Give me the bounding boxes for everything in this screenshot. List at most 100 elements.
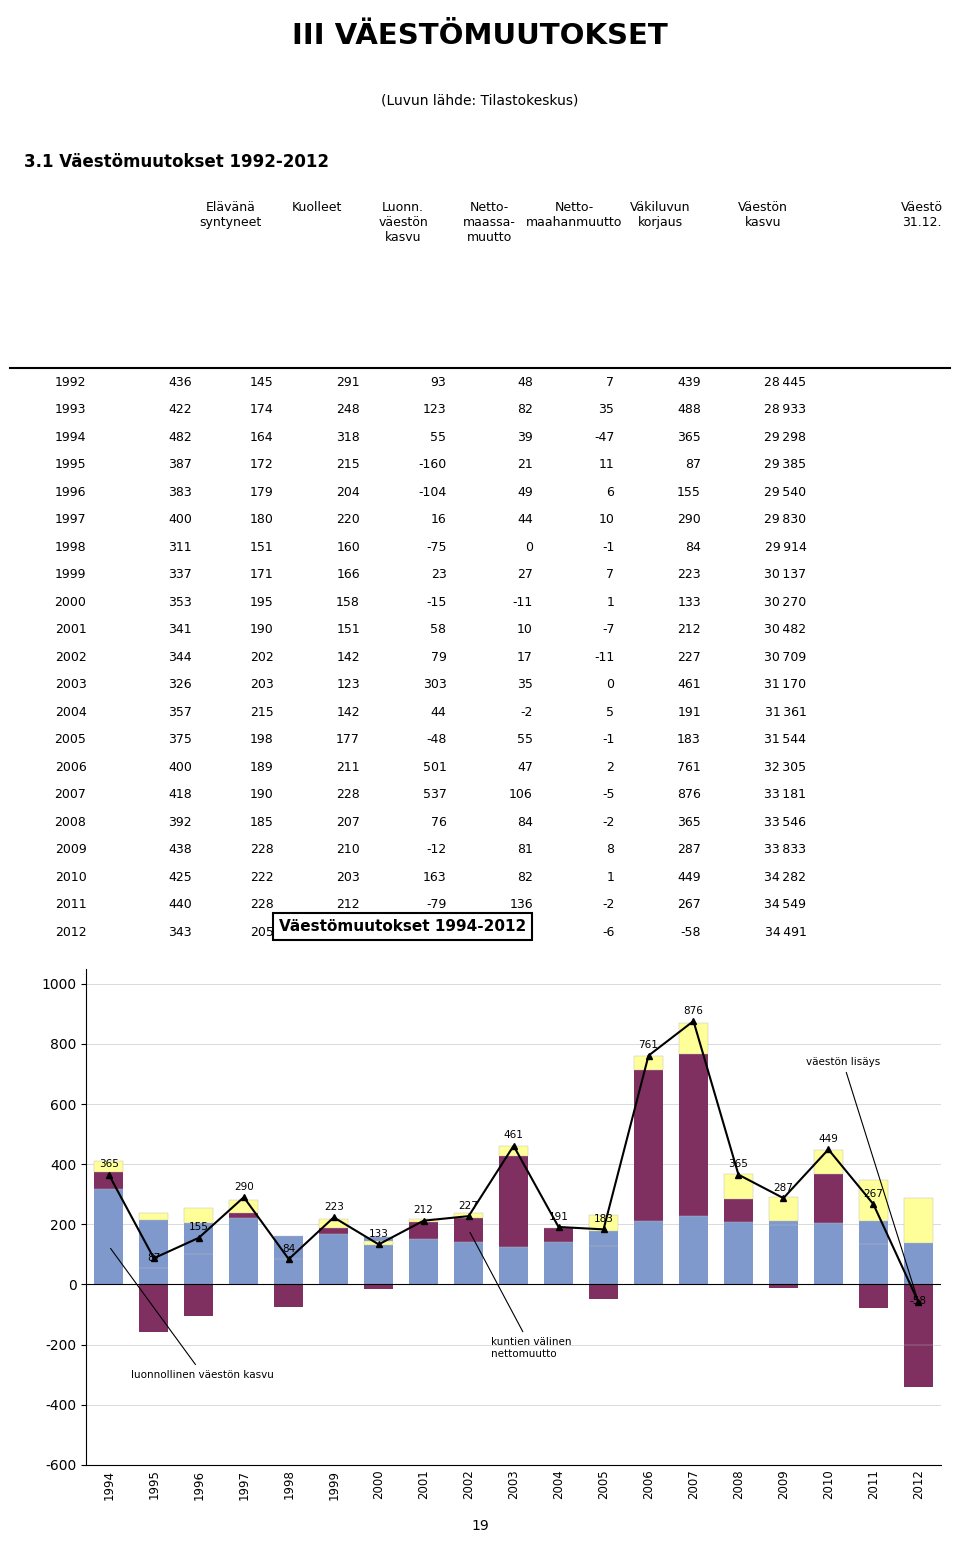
Text: 2: 2	[607, 761, 614, 773]
Text: 418: 418	[168, 787, 192, 801]
Text: 440: 440	[168, 897, 192, 911]
Text: väestön lisäys: väestön lisäys	[805, 1057, 918, 1299]
Text: 400: 400	[168, 761, 192, 773]
Bar	[679, 1215, 708, 1285]
Text: Väkiluvun
korjaus: Väkiluvun korjaus	[630, 202, 691, 229]
Text: 166: 166	[336, 569, 360, 581]
Text: Väestömuutokset 1994-2012: Väestömuutokset 1994-2012	[279, 919, 526, 935]
Text: 136: 136	[509, 897, 533, 911]
Text: 29 385: 29 385	[764, 459, 806, 471]
Text: 155: 155	[189, 1223, 208, 1232]
Text: 185: 185	[250, 815, 274, 829]
Text: 31 544: 31 544	[764, 733, 806, 746]
Text: 2011: 2011	[55, 897, 86, 911]
Text: 174: 174	[250, 403, 274, 417]
Text: 27: 27	[516, 569, 533, 581]
Bar	[814, 1150, 843, 1175]
Text: 34 282: 34 282	[764, 871, 806, 884]
Text: -7: -7	[602, 623, 614, 636]
Bar	[634, 1056, 663, 1071]
Text: 7: 7	[607, 569, 614, 581]
Text: Kuolleet: Kuolleet	[292, 202, 342, 214]
Text: 228: 228	[250, 843, 274, 856]
Text: 876: 876	[677, 787, 701, 801]
Text: 133: 133	[677, 595, 701, 609]
Text: -5: -5	[602, 787, 614, 801]
Text: 191: 191	[677, 705, 701, 719]
Text: 145: 145	[250, 377, 274, 389]
Text: 326: 326	[168, 679, 192, 691]
Text: 344: 344	[168, 651, 192, 663]
Text: 58: 58	[430, 623, 446, 636]
Text: 84: 84	[516, 815, 533, 829]
Bar	[679, 1023, 708, 1054]
Text: -47: -47	[594, 431, 614, 443]
Text: 222: 222	[250, 871, 274, 884]
Text: 30 137: 30 137	[764, 569, 806, 581]
Text: 33 181: 33 181	[764, 787, 806, 801]
Text: 488: 488	[677, 403, 701, 417]
Text: 195: 195	[250, 595, 274, 609]
Bar	[184, 1223, 213, 1285]
Text: 1993: 1993	[55, 403, 86, 417]
Bar	[903, 1198, 933, 1243]
Text: 761: 761	[638, 1040, 659, 1051]
Text: (Luvun lähde: Tilastokeskus): (Luvun lähde: Tilastokeskus)	[381, 93, 579, 107]
Bar	[903, 1243, 933, 1285]
Text: 1999: 1999	[55, 569, 86, 581]
Bar	[499, 1156, 528, 1248]
Text: 44: 44	[431, 705, 446, 719]
Bar	[229, 1200, 258, 1214]
Text: 123: 123	[422, 403, 446, 417]
Text: 5: 5	[607, 705, 614, 719]
Text: 267: 267	[677, 897, 701, 911]
Text: Väestö
31.12.: Väestö 31.12.	[900, 202, 943, 229]
Text: 31 170: 31 170	[764, 679, 806, 691]
Bar	[588, 1215, 618, 1231]
Text: 35: 35	[516, 679, 533, 691]
Text: 183: 183	[593, 1214, 613, 1224]
Bar	[275, 1285, 303, 1307]
Bar	[319, 1220, 348, 1228]
Text: 183: 183	[677, 733, 701, 746]
Text: 227: 227	[459, 1201, 479, 1211]
Text: 49: 49	[517, 485, 533, 499]
Text: 177: 177	[336, 733, 360, 746]
Text: III VÄESTÖMUUTOKSET: III VÄESTÖMUUTOKSET	[292, 22, 668, 50]
Text: 191: 191	[548, 1212, 568, 1221]
Bar	[634, 1071, 663, 1221]
Text: 375: 375	[168, 733, 192, 746]
Text: 387: 387	[168, 459, 192, 471]
Text: 164: 164	[250, 431, 274, 443]
Text: 1996: 1996	[55, 485, 86, 499]
Text: 2004: 2004	[55, 705, 86, 719]
Text: 1994: 1994	[55, 431, 86, 443]
Text: -341: -341	[419, 925, 446, 939]
Bar	[859, 1285, 888, 1308]
Bar	[94, 1172, 124, 1189]
Text: 205: 205	[250, 925, 274, 939]
Text: -11: -11	[513, 595, 533, 609]
Bar	[724, 1200, 753, 1221]
Bar	[94, 1189, 124, 1285]
Text: -6: -6	[602, 925, 614, 939]
Text: 190: 190	[250, 787, 274, 801]
Text: 151: 151	[509, 925, 533, 939]
Text: 215: 215	[336, 459, 360, 471]
Text: 2002: 2002	[55, 651, 86, 663]
Text: 2007: 2007	[55, 787, 86, 801]
Text: 151: 151	[250, 541, 274, 553]
Bar	[409, 1238, 439, 1285]
Text: 438: 438	[168, 843, 192, 856]
Text: 290: 290	[677, 513, 701, 527]
Text: 223: 223	[677, 569, 701, 581]
Text: -58: -58	[681, 925, 701, 939]
Text: 29 830: 29 830	[764, 513, 806, 527]
Text: 29 298: 29 298	[764, 431, 806, 443]
Text: -2: -2	[520, 705, 533, 719]
Bar	[184, 1285, 213, 1316]
Text: 81: 81	[516, 843, 533, 856]
Text: 203: 203	[336, 871, 360, 884]
Text: 151: 151	[336, 623, 360, 636]
Text: 33 546: 33 546	[764, 815, 806, 829]
